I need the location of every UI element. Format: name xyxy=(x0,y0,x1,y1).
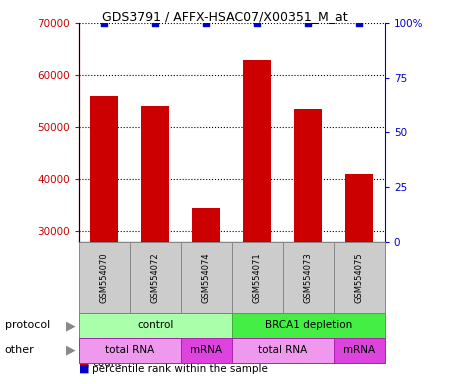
Bar xyxy=(243,60,271,242)
Text: control: control xyxy=(137,320,173,331)
Text: other: other xyxy=(4,345,34,356)
Text: GSM554070: GSM554070 xyxy=(100,252,109,303)
Text: GDS3791 / AFFX-HSAC07/X00351_M_at: GDS3791 / AFFX-HSAC07/X00351_M_at xyxy=(102,10,348,23)
Bar xyxy=(141,106,169,242)
Bar xyxy=(345,174,374,242)
Point xyxy=(152,20,159,26)
Text: GSM554075: GSM554075 xyxy=(355,252,364,303)
Text: ■: ■ xyxy=(79,358,89,368)
Text: GSM554072: GSM554072 xyxy=(151,252,160,303)
Text: GSM554074: GSM554074 xyxy=(202,252,211,303)
Point xyxy=(356,20,363,26)
Bar xyxy=(192,208,220,242)
Text: mRNA: mRNA xyxy=(190,345,222,356)
Text: BRCA1 depletion: BRCA1 depletion xyxy=(265,320,352,331)
Text: percentile rank within the sample: percentile rank within the sample xyxy=(92,364,268,374)
Text: ▶: ▶ xyxy=(66,319,76,332)
Bar xyxy=(294,109,322,242)
Point xyxy=(254,20,261,26)
Point xyxy=(305,20,312,26)
Text: GSM554071: GSM554071 xyxy=(253,252,262,303)
Text: ■: ■ xyxy=(79,364,89,374)
Point xyxy=(202,20,210,26)
Text: GSM554073: GSM554073 xyxy=(304,252,313,303)
Text: total RNA: total RNA xyxy=(105,345,154,356)
Text: mRNA: mRNA xyxy=(343,345,375,356)
Text: total RNA: total RNA xyxy=(258,345,307,356)
Text: count: count xyxy=(92,358,122,368)
Bar xyxy=(90,96,118,242)
Text: ▶: ▶ xyxy=(66,344,76,357)
Point xyxy=(101,20,108,26)
Text: protocol: protocol xyxy=(4,320,50,331)
